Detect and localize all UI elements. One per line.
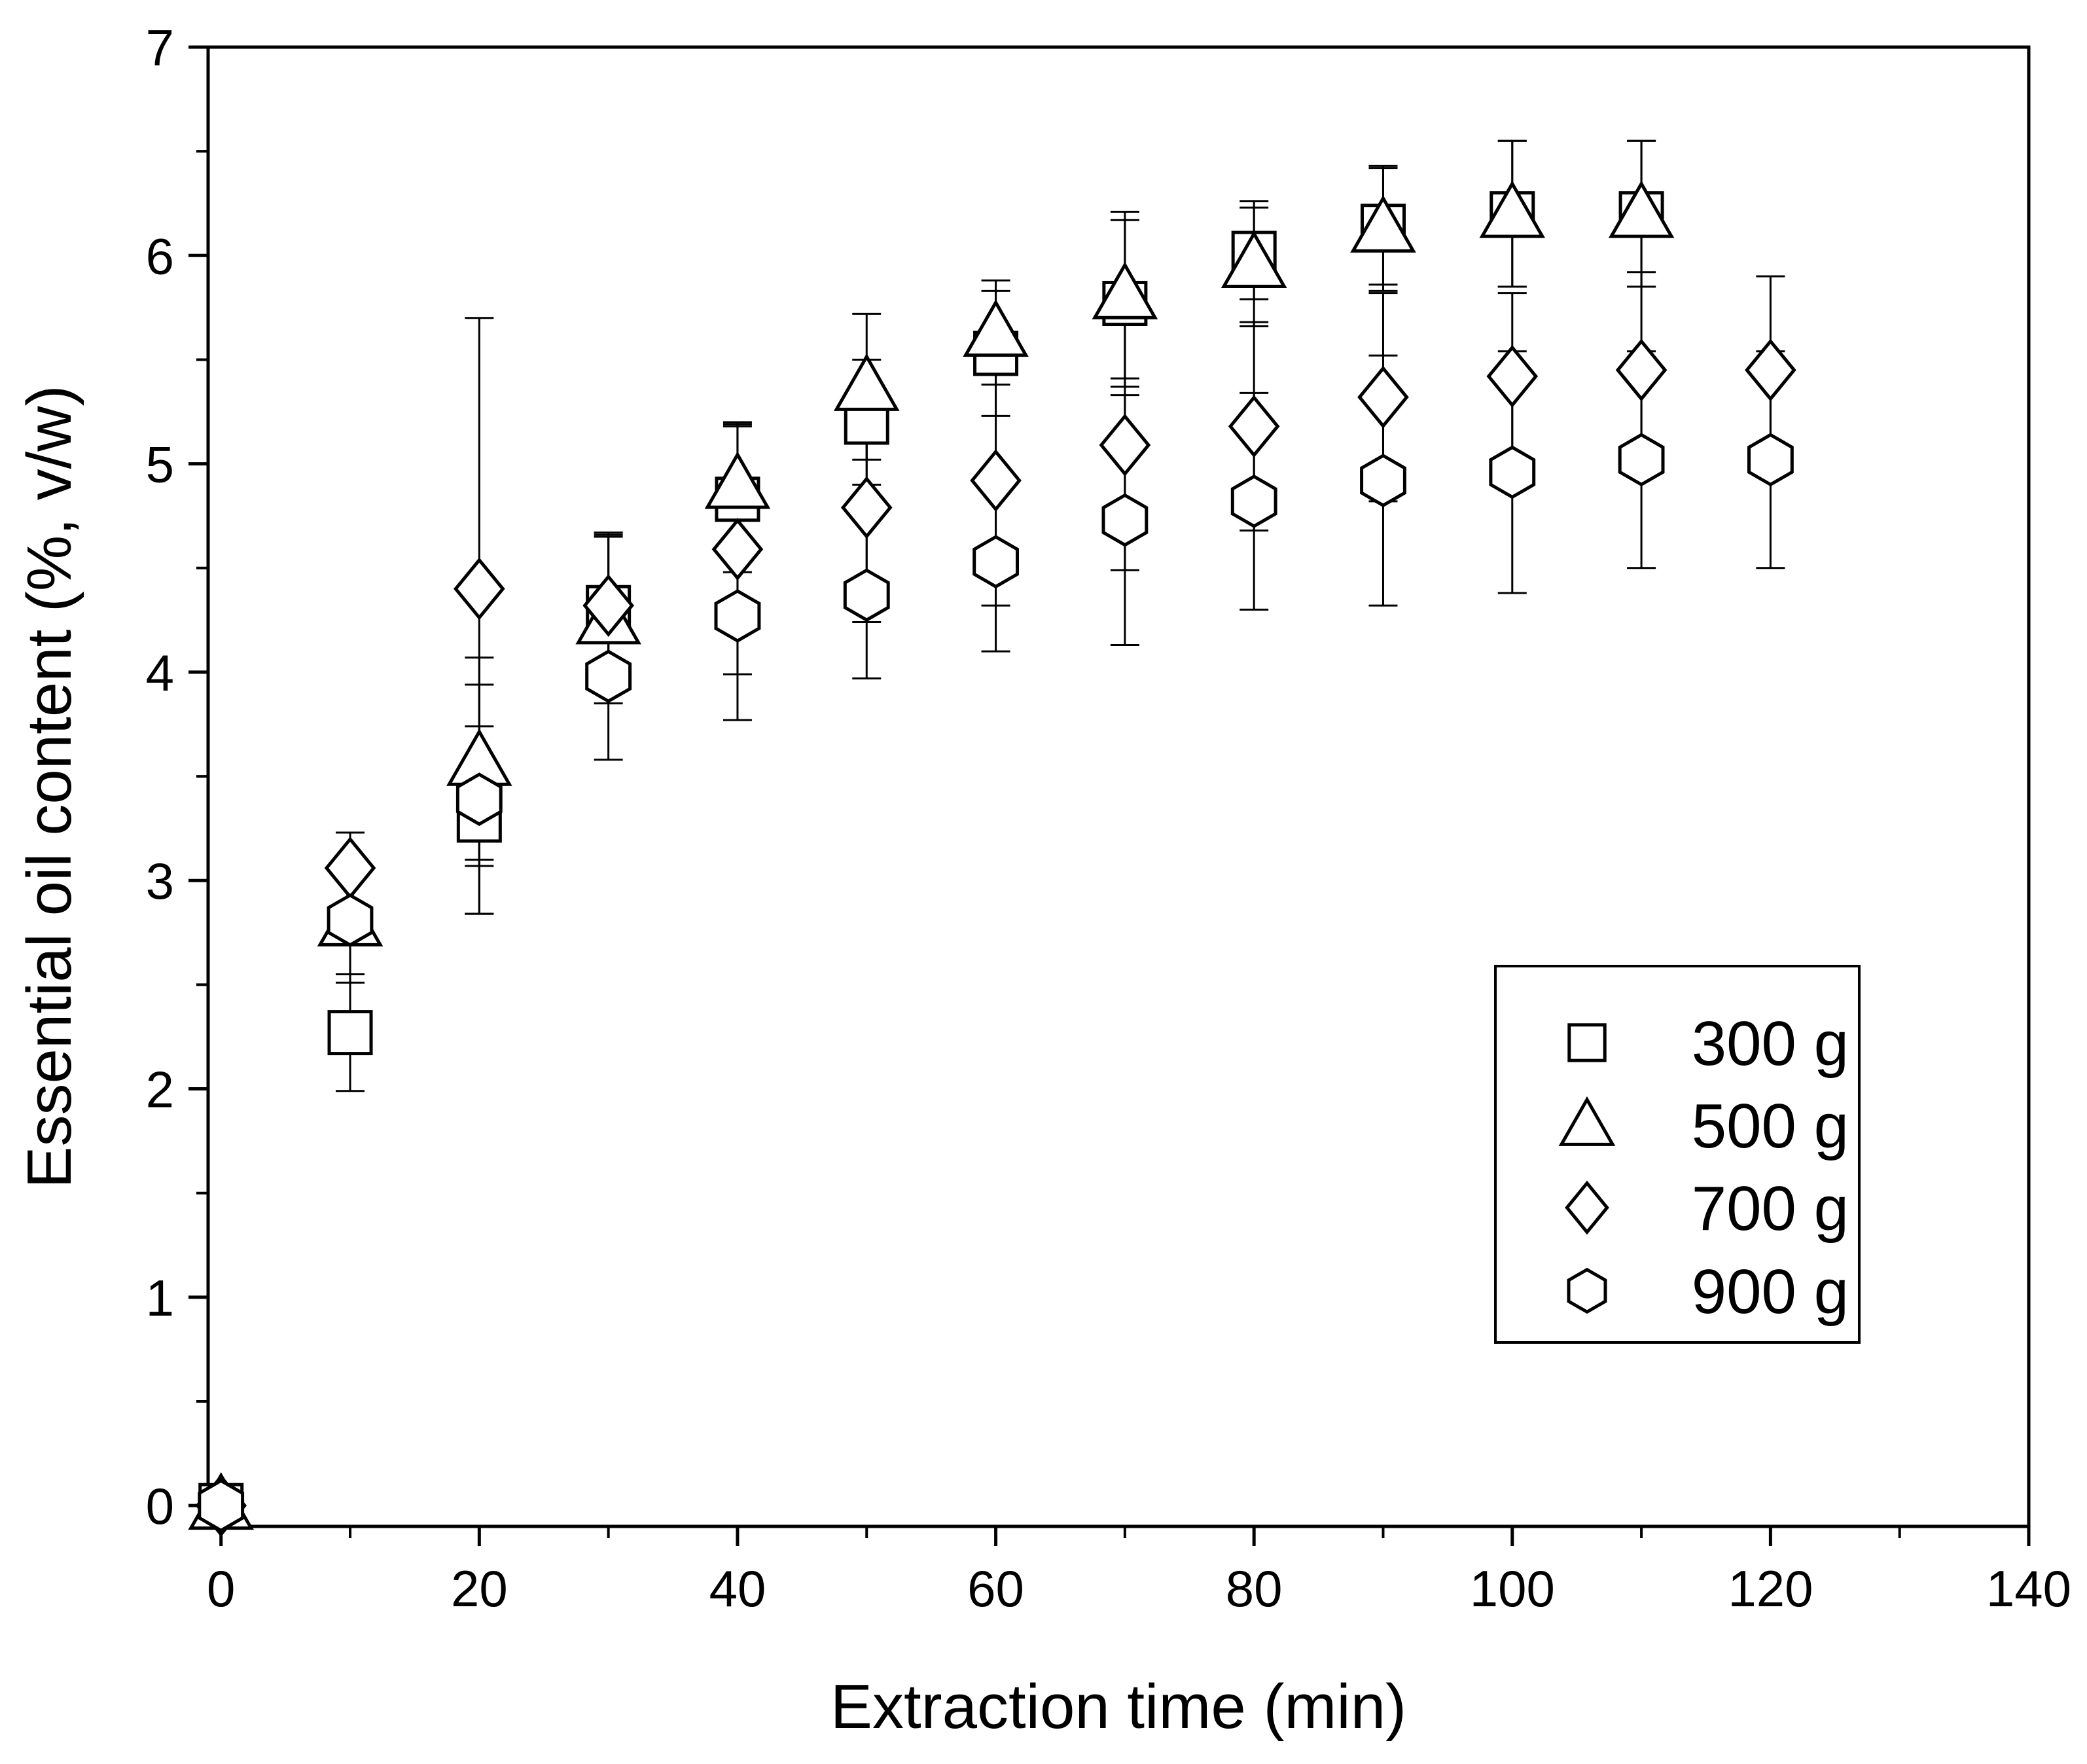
data-point (1615, 338, 1668, 402)
data-point (1486, 344, 1539, 408)
data-point (1745, 338, 1796, 402)
data-point (327, 1010, 373, 1056)
data-point (1479, 180, 1546, 238)
data-point (1230, 475, 1277, 528)
data-point (327, 893, 374, 947)
x-tick-label: 20 (451, 1560, 508, 1617)
data-point (843, 568, 890, 622)
data-point (585, 649, 632, 704)
x-tick-label: 100 (1470, 1560, 1555, 1617)
data-point (455, 772, 503, 826)
legend-marker (1567, 1267, 1607, 1314)
data-point (582, 574, 634, 638)
data-point (970, 449, 1022, 513)
series-900-g-errorbars (336, 350, 1785, 984)
y-tick-label: 5 (146, 436, 174, 494)
y-axis: 0 1 2 3 4 5 6 7 (146, 19, 208, 1535)
series-700-g-errorbars (336, 271, 1785, 905)
data-point (1360, 454, 1406, 507)
legend-item: 900 g (1567, 1257, 1849, 1327)
series-500-g-points (188, 180, 1675, 1530)
y-tick-label: 6 (146, 227, 174, 285)
legend-box (1494, 965, 1861, 1344)
data-series (188, 139, 1796, 1538)
legend-label: 700 g (1692, 1174, 1849, 1244)
x-axis: 0 20 40 60 80 100 120 140 (207, 1526, 2071, 1617)
data-point (1228, 395, 1280, 458)
data-point (714, 589, 761, 643)
data-point (833, 353, 900, 411)
x-tick-label: 60 (967, 1560, 1024, 1617)
legend-item: 500 g (1558, 1091, 1849, 1161)
legend-label: 500 g (1692, 1091, 1849, 1161)
x-tick-label: 140 (1986, 1560, 2071, 1617)
data-point (1221, 230, 1287, 289)
x-tick-label: 120 (1728, 1560, 1813, 1617)
x-tick-label: 0 (207, 1560, 235, 1617)
series-900-g-points (198, 433, 1794, 1533)
data-point (454, 557, 505, 621)
x-tick-label: 40 (709, 1560, 766, 1617)
series-300-g-points (198, 191, 1664, 1528)
data-point (972, 535, 1019, 589)
data-point (711, 518, 764, 581)
x-tick-label: 80 (1226, 1560, 1283, 1617)
data-point (1357, 365, 1409, 429)
data-point (1099, 414, 1151, 477)
data-point (1092, 261, 1158, 319)
legend-marker (1558, 1096, 1616, 1146)
x-axis-title: Extraction time (min) (830, 1672, 1406, 1742)
legend-marker (1567, 1023, 1607, 1062)
data-point (963, 299, 1029, 357)
data-point (198, 1479, 245, 1533)
y-tick-label: 1 (146, 1269, 174, 1327)
data-point (1618, 433, 1665, 487)
y-tick-label: 4 (146, 644, 174, 702)
data-point (324, 837, 376, 900)
y-tick-label: 0 (146, 1477, 174, 1535)
y-tick-label: 7 (146, 19, 174, 77)
data-point (1101, 493, 1149, 547)
data-point (1608, 180, 1675, 238)
data-point (1747, 433, 1794, 487)
y-tick-label: 3 (146, 852, 174, 910)
y-axis-title: Essential oil content (%, v/w) (14, 385, 84, 1188)
y-tick-label: 2 (146, 1061, 174, 1119)
data-point (1350, 194, 1416, 253)
plot-frame (206, 45, 2031, 1528)
legend-marker (1565, 1180, 1609, 1235)
legend-item: 700 g (1565, 1174, 1849, 1244)
data-point (704, 451, 771, 509)
legend-label: 900 g (1692, 1257, 1849, 1327)
legend-label: 300 g (1692, 1009, 1849, 1079)
data-point (840, 476, 893, 539)
legend: 300 g 500 g 700 g 900 g (1494, 965, 1861, 1344)
legend-item: 300 g (1567, 1009, 1849, 1079)
data-point (1489, 445, 1536, 499)
